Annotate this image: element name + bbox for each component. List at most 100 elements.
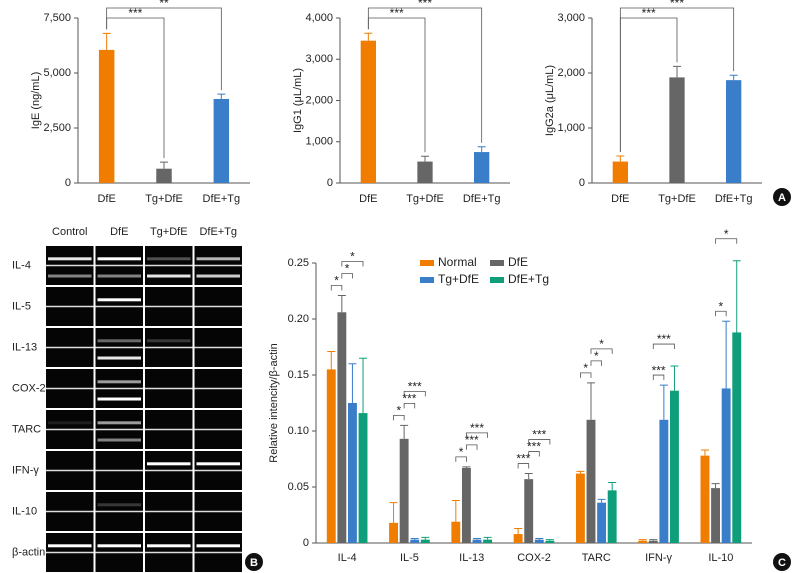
significance-bracket [403, 391, 426, 397]
y-tick-label: 0 [327, 177, 333, 189]
gel-band [97, 438, 141, 442]
gel-band [196, 544, 240, 548]
error-bar [348, 363, 357, 403]
significance-label: * [345, 262, 350, 276]
error-bar [729, 74, 738, 81]
bar [534, 539, 544, 543]
significance-label: *** [418, 0, 432, 10]
bar [732, 332, 742, 543]
x-tick-label: TARC [582, 552, 611, 564]
gel-band [196, 274, 240, 278]
significance-label: * [594, 349, 599, 363]
legend-swatch [490, 277, 504, 283]
gel-band [196, 257, 240, 261]
significance-bracket [106, 7, 222, 91]
error-bar [638, 539, 647, 541]
gel-band [97, 503, 141, 507]
error-bar [410, 538, 419, 540]
y-tick-label: 2,500 [43, 122, 71, 134]
legend-label: Tg+DfE [438, 272, 479, 286]
error-bar [364, 32, 373, 41]
legend-label: Normal [438, 255, 477, 269]
significance-bracket [330, 285, 343, 291]
x-tick-label: IL-5 [400, 552, 419, 564]
bar [451, 521, 461, 543]
error-bar [514, 527, 523, 535]
gel-band [48, 421, 92, 425]
significance-label: *** [532, 428, 546, 442]
significance-label: *** [527, 440, 541, 454]
error-bar [700, 449, 709, 456]
panel-label: B [250, 557, 258, 569]
gel-band [97, 257, 141, 261]
gel-column-label: DfE [110, 226, 128, 238]
significance-bracket [528, 439, 551, 445]
error-bar [160, 161, 168, 169]
y-tick-label: 1,000 [557, 122, 585, 134]
bar [711, 488, 721, 543]
gel-band [97, 380, 141, 384]
bar [545, 540, 555, 543]
significance-bracket [393, 415, 405, 421]
y-tick-label: 5,000 [43, 67, 71, 79]
y-tick-label: 0.10 [288, 425, 309, 437]
significance-label: *** [657, 332, 671, 346]
significance-label: *** [408, 380, 422, 394]
gel-band [48, 257, 92, 261]
x-tick-label: DfE+Tg [203, 193, 241, 205]
legend-label: DfE [508, 255, 528, 269]
error-bar [524, 473, 533, 480]
bar [156, 168, 172, 183]
significance-label: * [724, 227, 729, 241]
significance-label: *** [642, 6, 656, 20]
significance-label: *** [516, 452, 530, 466]
bar [337, 312, 347, 543]
gel-band [147, 544, 191, 548]
error-bar [535, 538, 544, 540]
significance-bracket [403, 403, 416, 409]
bar [326, 369, 336, 543]
significance-bracket [517, 463, 530, 469]
significance-label: *** [670, 0, 684, 10]
bar [461, 467, 471, 543]
gel-band [48, 274, 92, 278]
x-tick-label: IL-13 [459, 552, 484, 564]
bar [472, 539, 482, 543]
gel-band [48, 544, 92, 548]
significance-bracket [590, 360, 602, 366]
y-axis-label: IgE (ng/mL) [30, 72, 42, 129]
x-tick-label: IL-4 [338, 552, 357, 564]
significance-label: * [397, 404, 402, 418]
significance-bracket [715, 238, 738, 244]
bar [670, 390, 679, 543]
y-tick-label: 3,000 [305, 53, 333, 65]
significance-label: *** [465, 433, 479, 447]
y-tick-label: 0.05 [288, 481, 309, 493]
bar [607, 490, 617, 543]
bar [360, 40, 376, 183]
y-axis-label: IgG2a (μL/mL) [544, 65, 556, 136]
error-bar [102, 32, 111, 50]
x-tick-label: DfE [359, 193, 377, 205]
bar [638, 540, 648, 543]
x-tick-label: IFN-γ [645, 552, 672, 564]
bar [410, 539, 420, 543]
significance-bracket [367, 7, 483, 143]
bar [597, 502, 607, 543]
significance-label: *** [652, 363, 666, 377]
bar [513, 534, 523, 543]
y-axis-label: Relative intencity/β-actin [268, 343, 280, 462]
legend-swatch [490, 260, 504, 266]
panel-label: A [778, 192, 786, 204]
gel-band [147, 274, 191, 278]
significance-label: * [350, 250, 355, 264]
significance-bracket [466, 444, 478, 450]
bar [659, 419, 669, 543]
error-bar [477, 146, 486, 153]
gel-row-label: IL-5 [12, 300, 31, 312]
x-tick-label: COX-2 [517, 552, 551, 564]
gel-band [147, 339, 191, 343]
y-tick-label: 3,000 [557, 12, 585, 24]
gel-band [97, 544, 141, 548]
significance-bracket [715, 310, 727, 317]
